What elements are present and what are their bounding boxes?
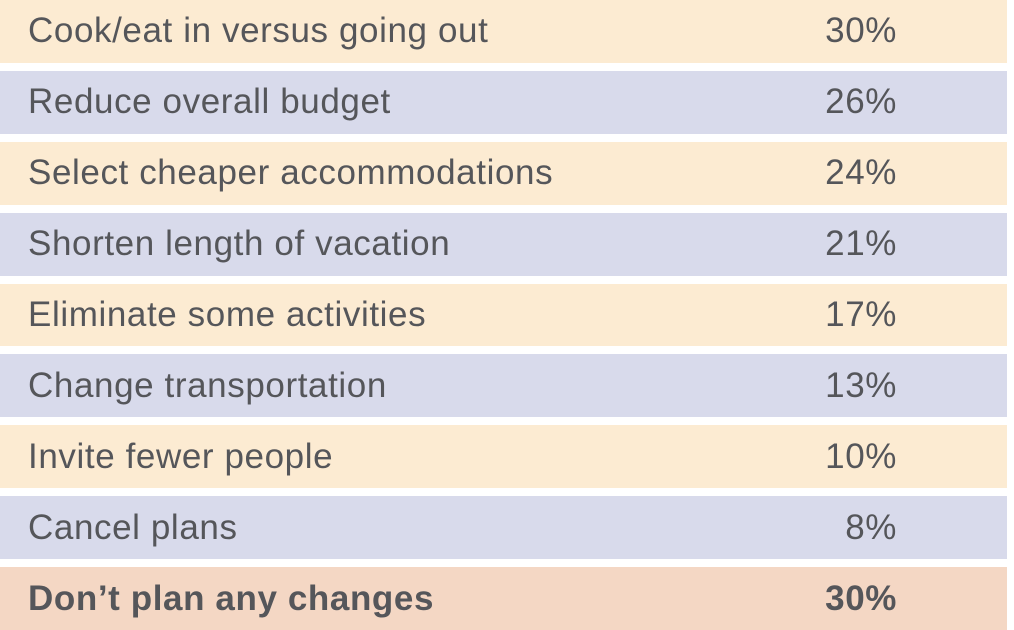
row-label: Invite fewer people [28,436,334,476]
row-label: Cancel plans [28,507,238,547]
row-value: 8% [845,507,897,547]
table-row: Invite fewer people 10% [0,425,1007,489]
row-value: 26% [825,82,897,122]
table-row: Shorten length of vacation 21% [0,212,1007,276]
row-label: Shorten length of vacation [28,224,451,264]
row-label: Select cheaper accommodations [28,153,554,193]
row-label: Reduce overall budget [28,82,391,122]
table-row: Reduce overall budget 26% [0,70,1007,134]
row-value: 17% [825,295,897,334]
table-row: Change transportation 13% [0,354,1007,418]
row-value: 24% [825,153,897,193]
table-row: Don’t plan any changes 30% [0,567,1007,630]
row-label: Eliminate some activities [28,295,427,334]
row-label: Cook/eat in versus going out [28,11,489,51]
row-label: Change transportation [28,365,387,405]
row-label: Don’t plan any changes [28,578,435,618]
row-value: 13% [825,365,897,405]
table-row: Cancel plans 8% [0,496,1007,560]
row-value: 21% [825,224,897,264]
row-value: 30% [825,578,897,618]
table-row: Cook/eat in versus going out 30% [0,0,1007,63]
table-row: Select cheaper accommodations 24% [0,141,1007,205]
row-value: 10% [825,436,897,476]
table-row: Eliminate some activities 17% [0,283,1007,347]
row-value: 30% [825,11,897,51]
